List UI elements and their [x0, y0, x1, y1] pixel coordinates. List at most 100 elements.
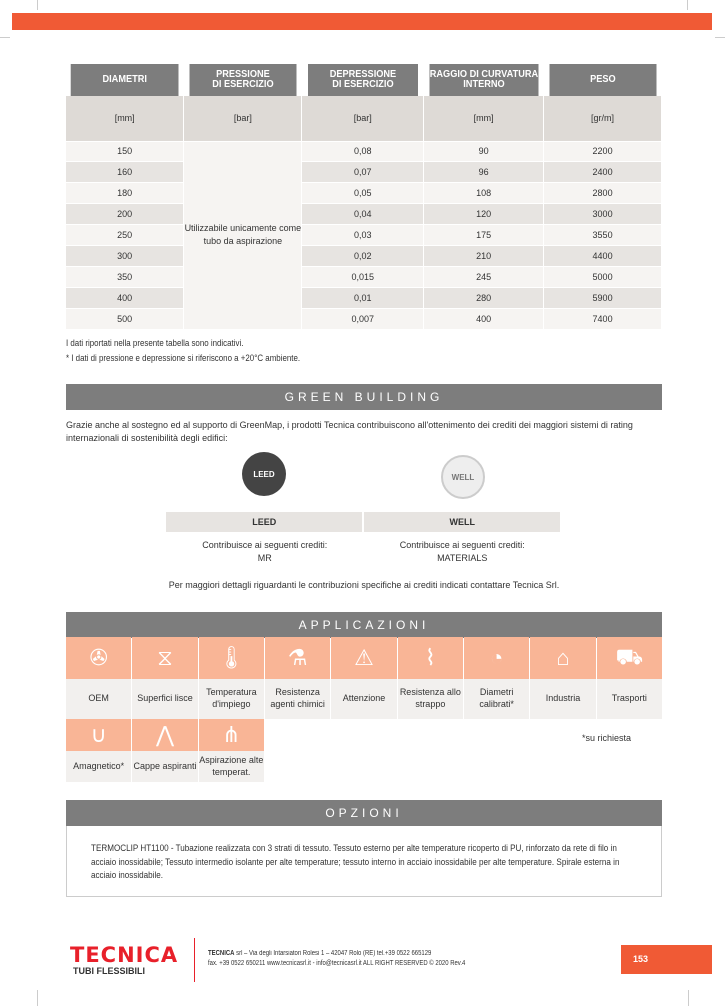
note-indicative: I dati riportati nella presente tabella … — [66, 338, 244, 348]
table-cell: 0,08 — [301, 141, 425, 163]
note-pressure: * I dati di pressione e depressione si r… — [66, 353, 301, 363]
table-cell: 3000 — [543, 203, 662, 226]
crop-mark — [37, 0, 38, 10]
table-cell: 200 — [66, 203, 185, 226]
tecnica-logo-sub: TUBI FLESSIBILI — [73, 966, 145, 976]
table-cell: 210 — [423, 245, 545, 267]
truck-icon: ⛟ — [596, 637, 662, 679]
caliper-icon: ◔ — [464, 637, 530, 679]
table-cell: 120 — [423, 203, 545, 226]
application-label: Amagnetico* — [66, 751, 132, 782]
table-cell: 280 — [423, 287, 545, 309]
hourglass-icon: ⧖ — [132, 637, 198, 679]
table-cell: 2800 — [543, 182, 662, 205]
flask-icon: ⚗ — [265, 637, 331, 679]
well-logo: WELL — [441, 455, 485, 499]
page-number: 153 — [621, 945, 712, 974]
unit-cell: [mm] — [66, 96, 185, 142]
crop-mark — [715, 37, 725, 38]
application-label: Cappe aspiranti — [132, 751, 198, 782]
applications-row-2: ∪ ⋀ ⋔ Amagnetico* Cappe aspiranti Aspirazione… — [66, 719, 662, 782]
application-label: Trasporti — [596, 679, 662, 719]
table-cell: 150 — [66, 141, 185, 163]
application-label: Resistenza agenti chimici — [265, 679, 331, 719]
crop-mark — [687, 0, 688, 10]
table-row: 300 0,02 210 4400 — [66, 245, 662, 267]
table-row: 500 0,007 400 7400 — [66, 308, 662, 330]
footer-address: TECNICA srl – Via degli Intarsiatori Rol… — [208, 950, 466, 968]
application-label: Diametri calibrati* — [464, 679, 530, 719]
crop-mark — [688, 990, 689, 1006]
table-cell: 108 — [423, 182, 545, 205]
factory-icon: ⌂ — [530, 637, 596, 679]
table-cell: 245 — [423, 266, 545, 288]
unit-cell: [mm] — [423, 96, 545, 142]
application-label: Resistenza allo strappo — [397, 679, 463, 719]
credits-table: LEED WELL Contribuisce ai seguenti credit… — [166, 512, 562, 566]
unit-cell: [bar] — [183, 96, 303, 142]
table-cell: 400 — [66, 287, 185, 309]
table-cell: 90 — [423, 141, 545, 163]
table-row: 150 Utilizzabile unicamente come tubo da … — [66, 141, 662, 330]
leed-header: LEED — [166, 512, 365, 532]
top-accent-bar — [12, 13, 712, 30]
application-label: OEM — [66, 679, 132, 719]
spec-table: DIAMETRI PRESSIONE DI ESERCIZIO DEPRESSION… — [66, 64, 662, 330]
crop-mark — [37, 990, 38, 1006]
section-header-applicazioni: APPLICAZIONI — [66, 612, 662, 638]
on-request-note: *su richiesta — [582, 733, 632, 743]
column-header: PESO — [548, 64, 658, 96]
crop-mark — [0, 37, 10, 38]
application-label: Industria — [530, 679, 596, 719]
table-cell: 175 — [423, 224, 545, 246]
table-row: 200 0,04 120 3000 — [66, 203, 662, 226]
table-cell: 0,007 — [301, 308, 425, 330]
table-cell: 0,015 — [301, 266, 425, 288]
table-cell: 4400 — [543, 245, 662, 267]
table-cell: 250 — [66, 224, 185, 246]
hot-suction-icon: ⋔ — [198, 719, 264, 751]
fan-icon: ✇ — [66, 637, 132, 679]
table-cell: 160 — [66, 161, 185, 184]
table-cell: 5900 — [543, 287, 662, 309]
tear-icon: ⌇ — [397, 637, 463, 679]
table-cell: 180 — [66, 182, 185, 205]
unit-cell: [gr/m] — [543, 96, 662, 142]
table-cell: 0,07 — [301, 161, 425, 184]
column-header: DEPRESSIONE DI ESERCIZIO — [306, 64, 420, 96]
unit-cell: [bar] — [301, 96, 425, 142]
table-cell: 0,01 — [301, 287, 425, 309]
options-box: TERMOCLIP HT1100 - Tubazione realizzata … — [66, 826, 662, 897]
well-credits-label: Contribuisce ai seguenti crediti: — [399, 540, 525, 550]
column-header: DIAMETRI — [70, 64, 180, 96]
table-cell: 500 — [66, 308, 185, 330]
column-header: RAGGIO DI CURVATURA INTERNO — [428, 64, 540, 96]
application-label: Aspirazione alte temperat. — [198, 751, 264, 782]
leed-credits-label: Contribuisce ai seguenti crediti: — [202, 540, 328, 550]
table-cell: 400 — [423, 308, 545, 330]
table-cell: 96 — [423, 161, 545, 184]
table-cell: 2200 — [543, 141, 662, 163]
tecnica-logo: TECNICA — [70, 943, 179, 967]
table-cell: 3550 — [543, 224, 662, 246]
table-cell: 0,03 — [301, 224, 425, 246]
table-row: 250 0,03 175 3550 — [66, 224, 662, 246]
hood-icon: ⋀ — [132, 719, 198, 751]
table-cell: 300 — [66, 245, 185, 267]
table-cell: 7400 — [543, 308, 662, 330]
green-building-footer: Per maggiori dettagli riguardanti le con… — [168, 580, 560, 590]
section-header-green-building: GREEN BUILDING — [66, 384, 662, 410]
application-label: Temperatura d'impiego — [198, 679, 264, 719]
green-building-intro: Grazie anche al sostegno ed al supporto … — [66, 420, 633, 444]
table-cell: 0,04 — [301, 203, 425, 226]
table-row: 400 0,01 280 5900 — [66, 287, 662, 309]
table-cell: 0,05 — [301, 182, 425, 205]
table-cell: 0,02 — [301, 245, 425, 267]
pressure-note-cell: Utilizzabile unicamente come tubo da asp… — [183, 141, 303, 330]
table-cell: 2400 — [543, 161, 662, 184]
well-header: WELL — [363, 512, 562, 532]
footer-divider — [194, 938, 195, 982]
column-header: PRESSIONE DI ESERCIZIO — [188, 64, 298, 96]
options-text: TERMOCLIP HT1100 - Tubazione realizzata … — [91, 843, 620, 880]
table-cell: 350 — [66, 266, 185, 288]
